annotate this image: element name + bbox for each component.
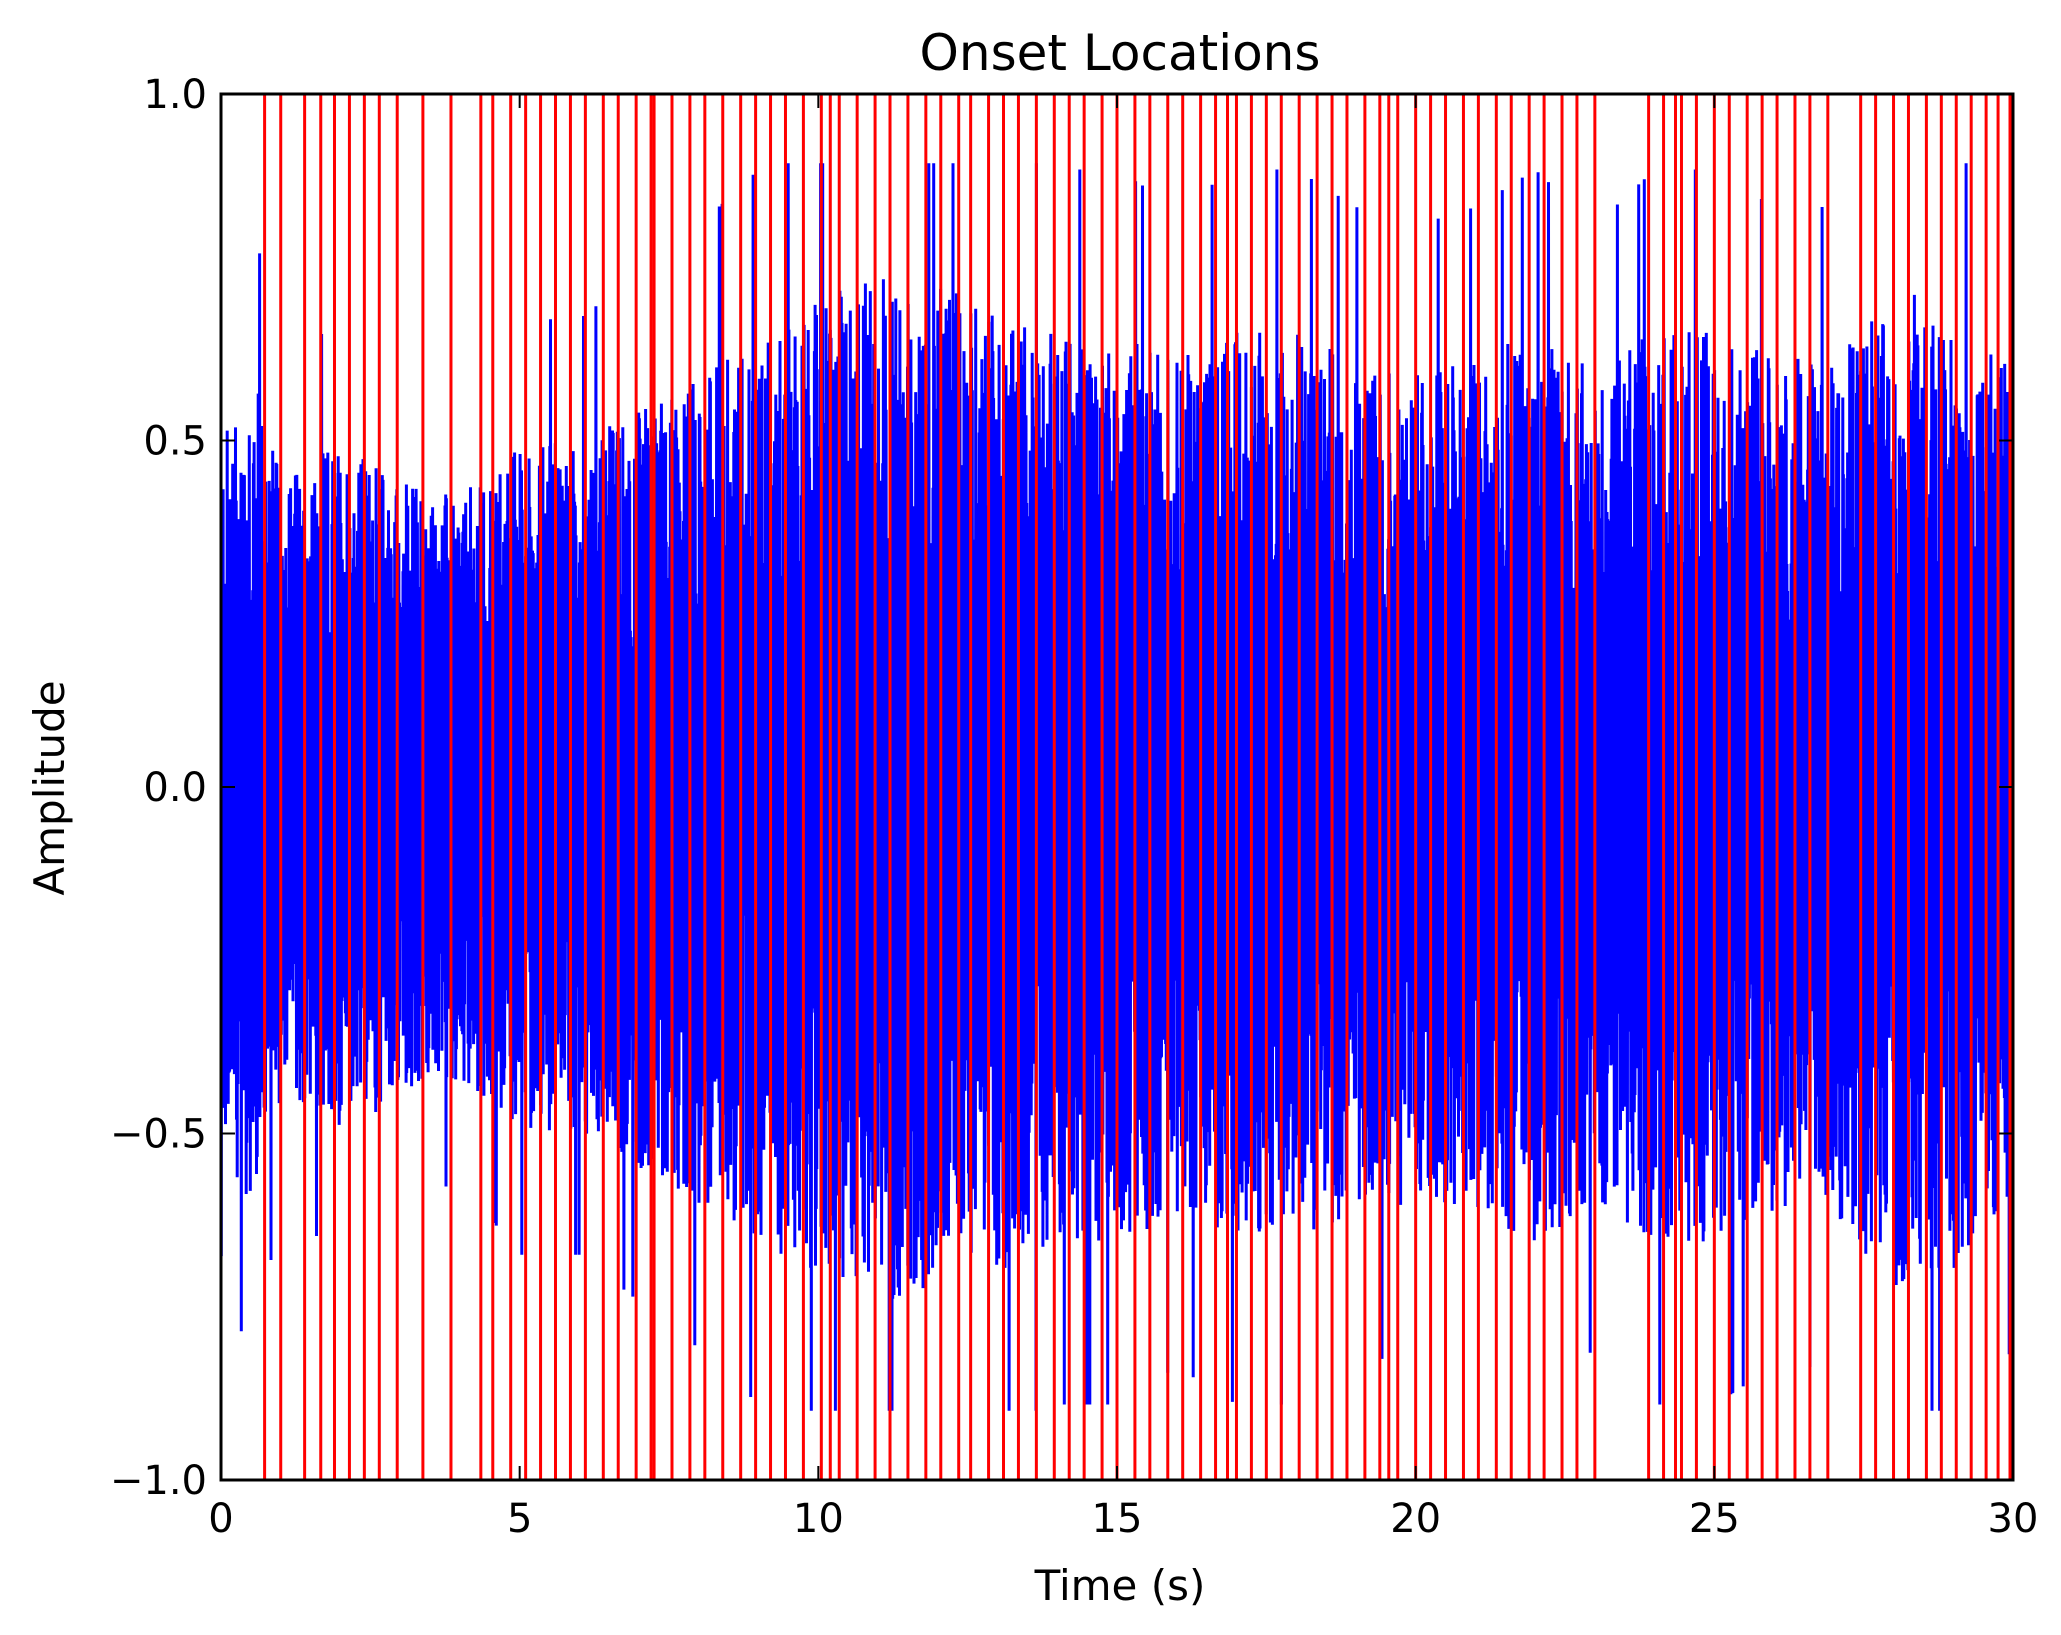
y-tick-label: 1.0 <box>143 72 207 118</box>
y-tick-label: −1.0 <box>110 1458 207 1504</box>
x-tick-label: 25 <box>1689 1496 1740 1542</box>
x-tick-label: 20 <box>1390 1496 1441 1542</box>
y-axis-label: Amplitude <box>25 680 74 895</box>
x-tick-label: 30 <box>1988 1496 2039 1542</box>
axis-ticks: 0 5 10 15 20 25 30 1.0 0.5 0.0 −0.5 −1.0 <box>110 72 2039 1542</box>
x-tick-label: 0 <box>208 1496 233 1542</box>
x-tick-label: 10 <box>793 1496 844 1542</box>
onset-markers <box>263 94 2012 1480</box>
chart-title: Onset Locations <box>920 24 1321 82</box>
x-tick-label: 5 <box>507 1496 532 1542</box>
y-tick-label: −0.5 <box>110 1112 207 1158</box>
y-tick-label: 0.0 <box>143 765 207 811</box>
x-tick-label: 15 <box>1092 1496 1143 1542</box>
y-tick-label: 0.5 <box>143 419 207 465</box>
x-axis-label: Time (s) <box>1034 1561 1206 1610</box>
